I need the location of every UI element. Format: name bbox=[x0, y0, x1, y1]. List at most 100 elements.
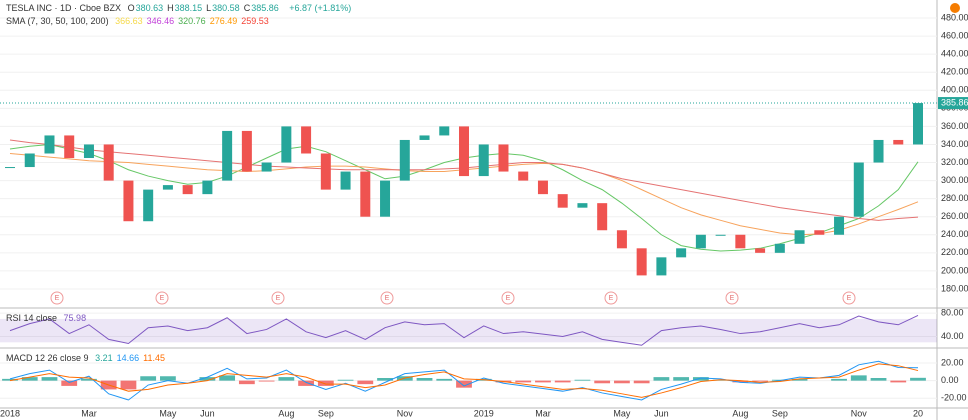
y-tick-label: 220.00 bbox=[941, 247, 968, 257]
sma-value: 259.53 bbox=[241, 16, 269, 26]
macd-histogram-bar bbox=[298, 380, 314, 386]
candle bbox=[281, 126, 292, 163]
last-price-tag bbox=[938, 97, 968, 110]
sma-label[interactable]: SMA (7, 30, 50, 100, 200) bbox=[6, 16, 109, 26]
x-tick-label: Mar bbox=[535, 408, 551, 418]
signal-line bbox=[9, 363, 919, 398]
ohlc-key: L bbox=[206, 3, 212, 13]
x-tick-label: 2018 bbox=[0, 408, 20, 418]
candle bbox=[261, 162, 272, 172]
earnings-icon bbox=[604, 291, 618, 305]
candle bbox=[774, 243, 785, 253]
y-tick-label: 320.00 bbox=[941, 157, 968, 167]
rsi-label[interactable]: RSI 14 close bbox=[6, 313, 58, 323]
rsi-line bbox=[9, 314, 919, 346]
ohlc-value: 388.15 bbox=[174, 3, 203, 13]
y-tick-label: 400.00 bbox=[941, 85, 968, 95]
macd-value: 11.45 bbox=[143, 353, 165, 363]
macd-histogram-bar bbox=[850, 375, 867, 381]
macd-histogram-bar bbox=[831, 378, 847, 381]
macd-histogram-bar bbox=[278, 377, 295, 381]
macd-histogram-bar bbox=[890, 380, 907, 383]
symbol[interactable]: TESLA INC · 1D · Cboe BZX bbox=[6, 3, 122, 13]
earnings-marker: E bbox=[609, 295, 614, 302]
macd-histogram-bar bbox=[219, 375, 236, 381]
candle bbox=[162, 185, 173, 190]
candle bbox=[459, 126, 469, 177]
candle bbox=[715, 234, 726, 236]
candle bbox=[735, 234, 746, 249]
candle bbox=[399, 139, 410, 181]
candle bbox=[320, 153, 331, 190]
candle bbox=[143, 189, 154, 222]
earnings-icon bbox=[501, 291, 515, 305]
candle bbox=[577, 203, 588, 208]
rsi-legend: RSI 14 close 75.98 bbox=[6, 313, 90, 323]
candle bbox=[380, 180, 391, 217]
candle bbox=[695, 234, 706, 249]
candle bbox=[814, 230, 825, 235]
y-tick-label: 420.00 bbox=[941, 67, 968, 77]
macd-histogram-bar bbox=[61, 380, 78, 386]
earnings-marker: E bbox=[160, 295, 165, 302]
y-tick-label: 200.00 bbox=[941, 265, 968, 275]
last-price-label: 385.86 bbox=[941, 97, 968, 107]
x-tick-label: Sep bbox=[772, 408, 788, 418]
candle bbox=[439, 126, 450, 136]
macd-label[interactable]: MACD 12 26 close 9 bbox=[6, 353, 89, 363]
macd-histogram-bar bbox=[258, 380, 275, 382]
y-tick-label: 80.00 bbox=[941, 307, 964, 317]
alert-icon[interactable] bbox=[950, 3, 960, 13]
earnings-icon bbox=[50, 291, 64, 305]
y-tick-label: 260.00 bbox=[941, 211, 968, 221]
macd-histogram-bar bbox=[594, 380, 611, 384]
macd-histogram-bar bbox=[791, 378, 808, 381]
macd-histogram-bar bbox=[41, 377, 58, 381]
y-tick-label: 240.00 bbox=[941, 229, 968, 239]
macd-histogram-bar bbox=[377, 378, 393, 381]
x-tick-label: May bbox=[613, 408, 631, 418]
candle bbox=[755, 248, 766, 253]
y-tick-label: 300.00 bbox=[941, 175, 968, 185]
y-tick-label: 280.00 bbox=[941, 193, 968, 203]
candle bbox=[597, 203, 608, 231]
candle bbox=[676, 248, 687, 258]
macd-histogram-bar bbox=[673, 377, 690, 381]
earnings-icon bbox=[842, 291, 856, 305]
macd-histogram-bar bbox=[2, 378, 18, 381]
candle bbox=[123, 180, 134, 222]
candle bbox=[478, 144, 489, 177]
ohlc-value: 380.63 bbox=[135, 3, 164, 13]
y-tick-label: -20.00 bbox=[941, 393, 967, 403]
earnings-marker: E bbox=[847, 295, 852, 302]
x-tick-label: May bbox=[159, 408, 177, 418]
macd-histogram-bar bbox=[337, 379, 354, 381]
candle bbox=[498, 144, 509, 172]
macd-histogram-bar bbox=[416, 378, 433, 381]
earnings-icon bbox=[380, 291, 394, 305]
sma-value: 276.49 bbox=[209, 16, 238, 26]
macd-values: 3.21 14.66 11.45 bbox=[95, 353, 169, 363]
y-tick-label: 180.00 bbox=[941, 283, 968, 293]
x-tick-label: Nov bbox=[851, 408, 868, 418]
y-tick-label: 460.00 bbox=[941, 30, 968, 40]
change: +6.87 (+1.81%) bbox=[289, 3, 352, 13]
earnings-icon bbox=[271, 291, 285, 305]
earnings-marker: E bbox=[276, 295, 281, 302]
candle bbox=[360, 171, 371, 217]
macd-histogram-bar bbox=[633, 380, 650, 384]
sma-value: 320.76 bbox=[178, 16, 206, 26]
macd-histogram-bar bbox=[317, 380, 334, 386]
y-tick-label: 340.00 bbox=[941, 139, 968, 149]
x-tick-label: 2019 bbox=[474, 408, 494, 418]
earnings-icon bbox=[155, 291, 169, 305]
macd-histogram-bar bbox=[140, 376, 157, 381]
sma-legend: SMA (7, 30, 50, 100, 200) 366.63 346.46 32… bbox=[6, 16, 277, 26]
candle bbox=[241, 130, 252, 172]
candle bbox=[518, 171, 529, 181]
candle bbox=[853, 162, 864, 217]
header-legend: TESLA INC · 1D · Cboe BZX O380.63 H388.15… bbox=[6, 3, 355, 13]
candle bbox=[616, 230, 627, 249]
